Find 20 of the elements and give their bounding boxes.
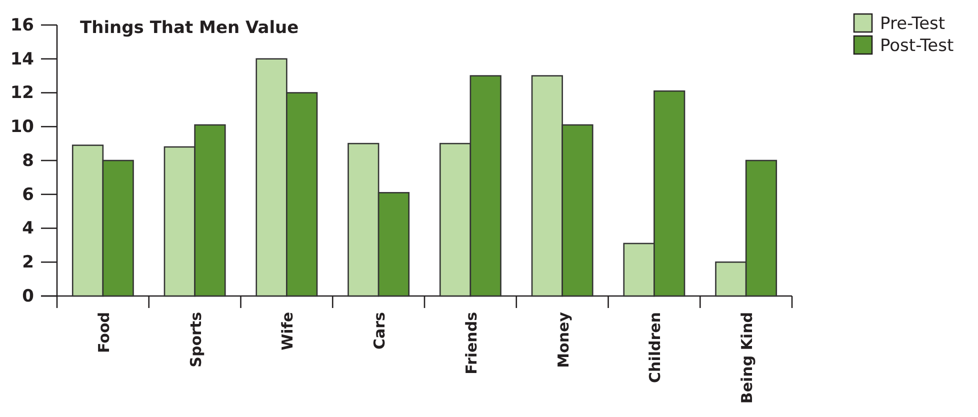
- legend-label: Post-Test: [880, 36, 954, 56]
- y-tick-label: 2: [22, 252, 34, 273]
- chart-title: Things That Men Value: [80, 18, 299, 38]
- y-tick-label: 6: [22, 184, 34, 205]
- y-tick-label: 12: [10, 83, 34, 104]
- y-tick-label: 16: [10, 15, 34, 36]
- x-tick-label: Being Kind: [738, 312, 756, 404]
- y-tick-label: 14: [10, 49, 34, 70]
- x-tick-label: Friends: [462, 312, 480, 374]
- legend-label: Pre-Test: [880, 14, 946, 34]
- x-tick-label: Wife: [278, 312, 297, 350]
- y-tick-label: 8: [22, 150, 34, 171]
- x-tick-label: Money: [554, 312, 572, 368]
- y-tick-label: 0: [22, 286, 34, 306]
- x-tick-label: Sports: [186, 312, 205, 368]
- x-tick-label: Children: [646, 312, 664, 383]
- y-tick-label: 10: [10, 117, 34, 138]
- x-tick-label: Food: [94, 312, 113, 353]
- y-tick-label: 4: [22, 218, 34, 239]
- x-tick-label: Cars: [370, 312, 389, 350]
